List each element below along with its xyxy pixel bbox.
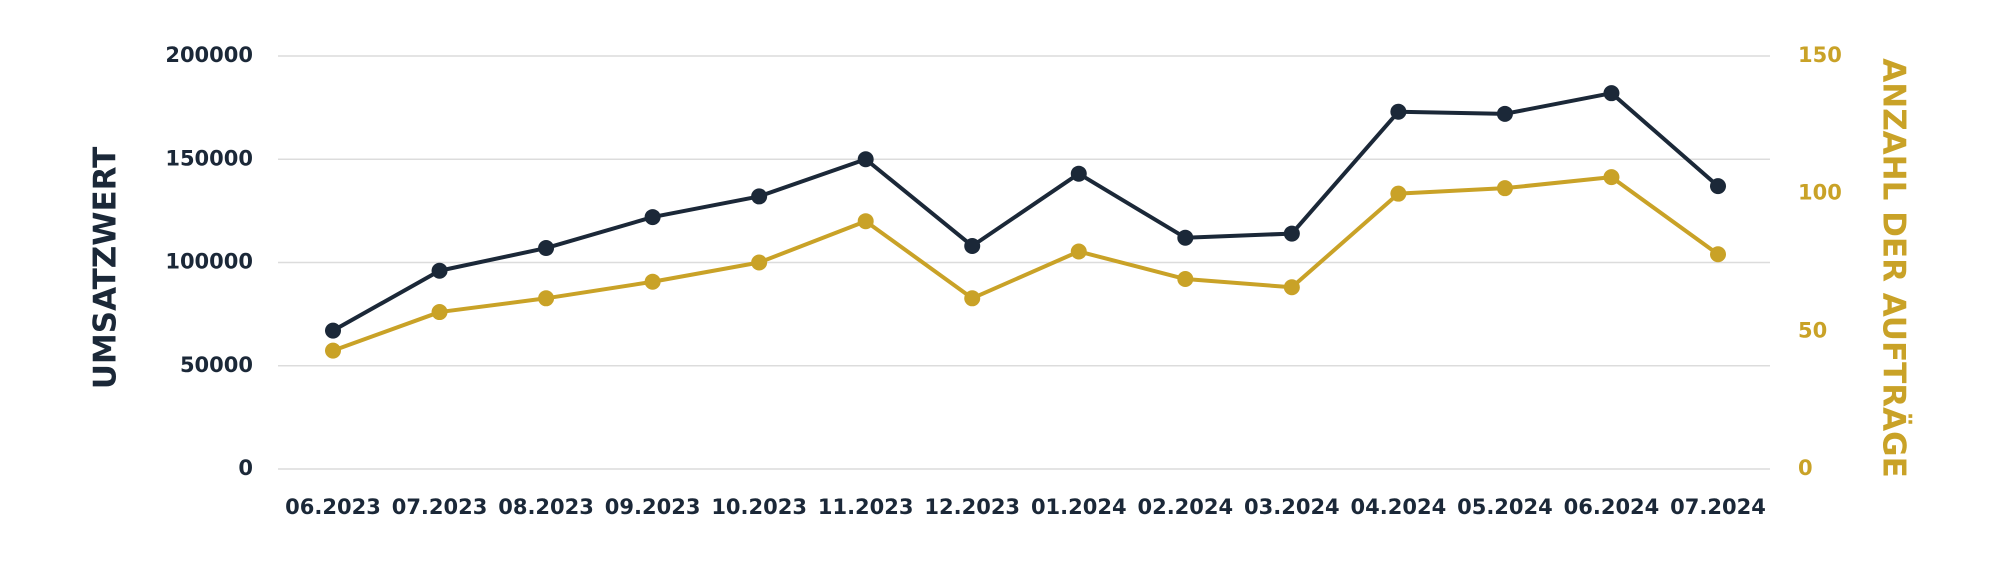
data-point xyxy=(1710,246,1726,263)
x-tick-label: 11.2023 xyxy=(818,495,914,519)
x-tick-label: 10.2023 xyxy=(711,495,807,519)
x-tick-label: 12.2023 xyxy=(924,495,1020,519)
y-tick-label: 150000 xyxy=(165,146,253,170)
x-tick-label: 08.2023 xyxy=(498,495,594,519)
data-point xyxy=(1177,271,1194,288)
y2-tick-label: 0 xyxy=(1798,456,1813,480)
data-point xyxy=(1177,229,1194,246)
data-point xyxy=(1390,103,1407,120)
data-point xyxy=(1710,178,1726,195)
data-point xyxy=(1496,105,1513,122)
data-point xyxy=(1070,165,1087,182)
y2-tick-label: 100 xyxy=(1798,181,1842,205)
data-point xyxy=(644,209,661,226)
x-tick-label: 06.2023 xyxy=(285,495,381,519)
y2-tick-label: 50 xyxy=(1798,318,1827,342)
data-point xyxy=(751,188,768,205)
y-tick-label: 50000 xyxy=(180,353,253,377)
data-point xyxy=(431,262,448,279)
data-point xyxy=(1603,85,1620,102)
data-point xyxy=(538,240,555,257)
x-tick-label: 09.2023 xyxy=(605,495,701,519)
y-tick-label: 200000 xyxy=(165,43,253,67)
data-point xyxy=(964,237,981,254)
x-tick-label: 06.2024 xyxy=(1564,495,1660,519)
x-tick-label: 05.2024 xyxy=(1457,495,1553,519)
data-point xyxy=(1283,225,1300,242)
data-point xyxy=(538,290,555,307)
y2-tick-label: 150 xyxy=(1798,43,1842,67)
y-tick-label: 0 xyxy=(238,456,253,480)
x-tick-label: 07.2024 xyxy=(1670,495,1766,519)
data-point xyxy=(857,213,874,230)
data-point xyxy=(1390,185,1407,202)
data-point xyxy=(644,273,661,290)
x-tick-label: 01.2024 xyxy=(1031,495,1127,519)
data-point xyxy=(431,304,448,321)
data-point xyxy=(1603,169,1620,186)
data-point xyxy=(325,322,341,339)
x-tick-label: 07.2023 xyxy=(392,495,488,519)
x-tick-label: 02.2024 xyxy=(1137,495,1233,519)
data-point xyxy=(325,342,341,359)
data-point xyxy=(964,290,981,307)
data-point xyxy=(1070,243,1087,260)
y2-axis-title: ANZAHL DER AUFTRÄGE xyxy=(1876,58,1912,477)
y-tick-label: 100000 xyxy=(165,250,253,274)
data-point xyxy=(751,254,768,271)
x-tick-label: 04.2024 xyxy=(1351,495,1447,519)
data-point xyxy=(1283,279,1300,296)
y-axis-title: UMSATZWERT xyxy=(88,147,124,390)
x-tick-label: 03.2024 xyxy=(1244,495,1340,519)
data-point xyxy=(857,151,874,168)
series-line xyxy=(332,91,1720,333)
data-point xyxy=(1496,180,1513,197)
series-line xyxy=(332,175,1720,353)
